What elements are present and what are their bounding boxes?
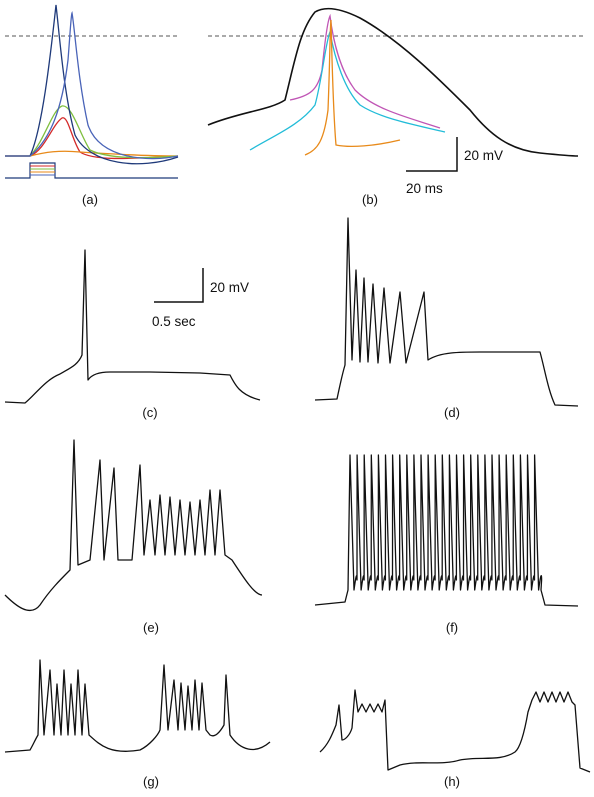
panel-label-d: (d) — [444, 405, 460, 420]
trace-h — [319, 689, 591, 773]
trace-red — [5, 117, 179, 160]
scale-time-label: 20 ms — [406, 181, 443, 196]
trace-d — [314, 217, 579, 407]
trace-e — [4, 439, 263, 611]
panel-g: (g) — [4, 659, 271, 789]
scale-bar-c: 20 mV 0.5 sec — [152, 268, 249, 329]
panel-h: (h) — [319, 689, 591, 789]
trace-orange — [5, 150, 179, 157]
panel-label-a: (a) — [82, 192, 98, 207]
panel-label-e: (e) — [143, 620, 159, 635]
panel-e: (e) — [4, 439, 263, 635]
stimulus-steps — [5, 162, 178, 179]
panel-f: (f) — [314, 454, 579, 635]
panel-b: 20 mV 20 ms (b) — [207, 7, 584, 207]
panel-label-h: (h) — [444, 774, 460, 789]
trace-g — [4, 659, 271, 753]
panel-a: (a) — [5, 4, 179, 207]
panel-c: 20 mV 0.5 sec (c) — [4, 249, 261, 420]
trace-navy — [5, 4, 179, 165]
panel-label-g: (g) — [143, 774, 159, 789]
scale-voltage-label: 20 mV — [464, 148, 503, 163]
scale-bar-b: 20 mV 20 ms — [406, 137, 503, 196]
scale-time-label: 0.5 sec — [152, 314, 196, 329]
trace-cyan — [249, 29, 446, 151]
panel-d: (d) — [314, 217, 579, 420]
panel-label-b: (b) — [362, 192, 378, 207]
trace-black — [207, 7, 579, 157]
panel-label-c: (c) — [142, 405, 157, 420]
scale-voltage-label: 20 mV — [210, 280, 249, 295]
trace-orange — [304, 19, 401, 156]
trace-magenta — [289, 13, 441, 129]
trace-blue — [5, 10, 179, 160]
trace-f — [314, 454, 579, 607]
trace-c — [4, 249, 261, 404]
panel-label-f: (f) — [446, 620, 458, 635]
voltage-traces — [5, 4, 179, 165]
